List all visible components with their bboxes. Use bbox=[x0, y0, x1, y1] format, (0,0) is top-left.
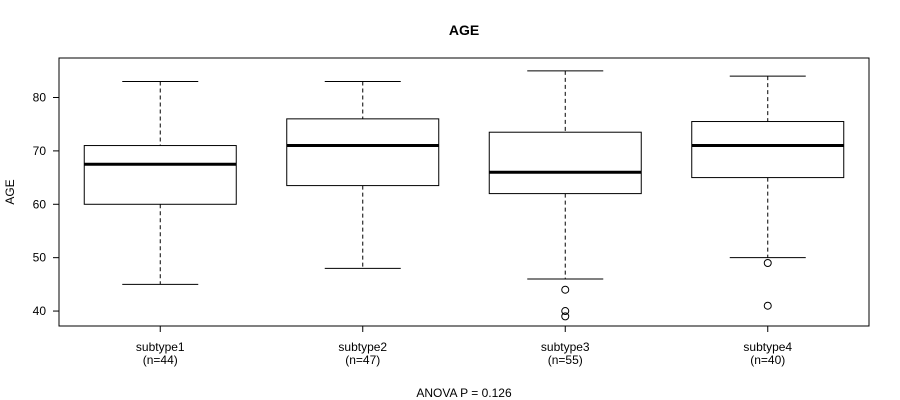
outlier-point bbox=[763, 301, 772, 310]
x-count-label: (n=44) bbox=[143, 353, 178, 367]
outlier-point bbox=[561, 307, 570, 316]
x-category-label: subtype4 bbox=[743, 340, 792, 354]
y-tick-label: 40 bbox=[33, 304, 47, 318]
iqr-box bbox=[286, 118, 440, 187]
iqr-box bbox=[691, 121, 845, 179]
iqr-box bbox=[83, 145, 237, 205]
x-count-label: (n=47) bbox=[345, 353, 380, 367]
x-category-label: subtype2 bbox=[338, 340, 387, 354]
y-tick-label: 60 bbox=[33, 197, 47, 211]
anova-footnote: ANOVA P = 0.126 bbox=[416, 386, 512, 400]
y-tick-label: 70 bbox=[33, 144, 47, 158]
iqr-box bbox=[488, 131, 642, 195]
outlier-point bbox=[763, 259, 772, 268]
outlier-point bbox=[561, 285, 570, 294]
y-axis-label: AGE bbox=[3, 179, 17, 204]
chart-marks: 40 50 60 70 80 subtype1(n=44) subtype2(n=47) su… bbox=[33, 70, 845, 367]
x-category-label: subtype1 bbox=[136, 340, 185, 354]
x-count-label: (n=55) bbox=[548, 353, 583, 367]
outlier-point bbox=[561, 312, 570, 321]
y-tick-label: 80 bbox=[33, 91, 47, 105]
chart-title: AGE bbox=[449, 22, 479, 38]
x-category-label: subtype3 bbox=[541, 340, 590, 354]
y-tick-label: 50 bbox=[33, 251, 47, 265]
x-count-label: (n=40) bbox=[750, 353, 785, 367]
